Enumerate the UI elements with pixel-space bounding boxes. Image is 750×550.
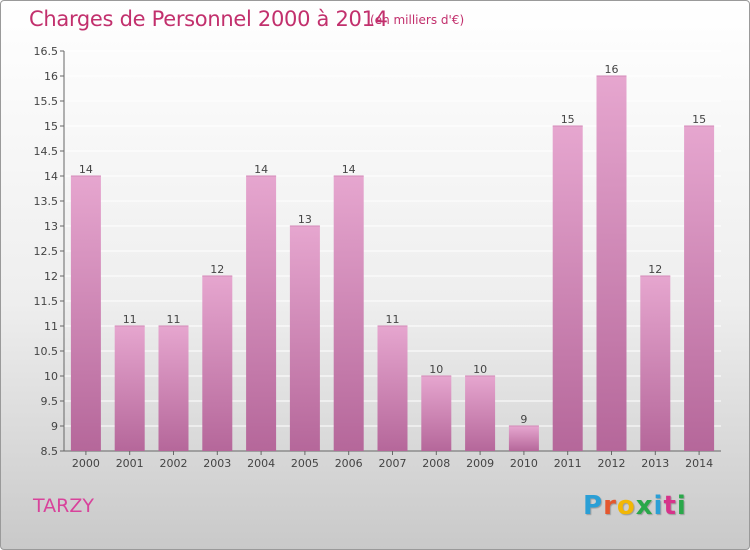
data-label: 10 <box>473 363 487 376</box>
y-tick-label: 14.5 <box>34 145 59 158</box>
logo-letter: x <box>635 491 654 521</box>
y-tick-label: 16 <box>44 70 58 83</box>
x-tick-label: 2002 <box>160 457 188 470</box>
bar <box>333 176 364 451</box>
commune-name: TARZY <box>33 495 94 517</box>
bar <box>421 376 452 451</box>
x-tick-label: 2004 <box>247 457 275 470</box>
logo-letter: P <box>583 491 604 521</box>
x-tick-label: 2008 <box>422 457 450 470</box>
y-tick-label: 9.5 <box>41 395 59 408</box>
y-tick-label: 13.5 <box>34 195 59 208</box>
logo-letter: t <box>663 491 677 521</box>
x-tick-label: 2010 <box>510 457 538 470</box>
data-label: 11 <box>123 313 137 326</box>
data-label: 11 <box>167 313 181 326</box>
logo-letter: i <box>653 491 664 521</box>
x-tick-label: 2006 <box>335 457 363 470</box>
bar <box>640 276 671 451</box>
x-tick-label: 2005 <box>291 457 319 470</box>
y-tick-label: 15.5 <box>34 95 59 108</box>
y-tick-label: 8.5 <box>41 445 59 458</box>
bar <box>114 326 145 451</box>
y-tick-label: 15 <box>44 120 58 133</box>
bar <box>202 276 233 451</box>
y-tick-label: 10 <box>44 370 58 383</box>
bar <box>377 326 408 451</box>
y-tick-label: 14 <box>44 170 58 183</box>
data-label: 9 <box>520 413 527 426</box>
y-tick-label: 12 <box>44 270 58 283</box>
bar <box>552 126 583 451</box>
y-tick-label: 10.5 <box>34 345 59 358</box>
data-label: 12 <box>648 263 662 276</box>
y-tick-label: 12.5 <box>34 245 59 258</box>
data-label: 14 <box>79 163 93 176</box>
x-tick-label: 2007 <box>379 457 407 470</box>
proxiti-logo: Proxiti <box>583 491 687 521</box>
bar <box>158 326 189 451</box>
x-tick-label: 2001 <box>116 457 144 470</box>
data-label: 11 <box>386 313 400 326</box>
x-tick-label: 2000 <box>72 457 100 470</box>
logo-letter: o <box>616 491 636 521</box>
bar <box>508 426 539 451</box>
bar <box>246 176 277 451</box>
bar <box>465 376 496 451</box>
logo-letter: i <box>676 491 687 521</box>
x-tick-label: 2009 <box>466 457 494 470</box>
data-label: 16 <box>605 63 619 76</box>
y-tick-label: 13 <box>44 220 58 233</box>
x-tick-label: 2014 <box>685 457 713 470</box>
x-tick-label: 2003 <box>203 457 231 470</box>
x-tick-label: 2012 <box>598 457 626 470</box>
y-tick-label: 16.5 <box>34 45 59 58</box>
data-label: 14 <box>254 163 268 176</box>
bar <box>596 76 627 451</box>
bar <box>289 226 320 451</box>
chart-title: Charges de Personnel 2000 à 2014 <box>29 7 388 31</box>
logo-letter: r <box>603 491 617 521</box>
y-tick-label: 9 <box>51 420 58 433</box>
data-label: 10 <box>429 363 443 376</box>
chart-subtitle: (en milliers d'€) <box>370 13 465 27</box>
data-label: 13 <box>298 213 312 226</box>
x-tick-label: 2013 <box>641 457 669 470</box>
data-label: 12 <box>210 263 224 276</box>
data-label: 15 <box>692 113 706 126</box>
data-label: 15 <box>561 113 575 126</box>
y-tick-label: 11 <box>44 320 58 333</box>
data-label: 14 <box>342 163 356 176</box>
bar <box>684 126 715 451</box>
y-tick-label: 11.5 <box>34 295 59 308</box>
x-tick-label: 2011 <box>554 457 582 470</box>
bar <box>70 176 101 451</box>
